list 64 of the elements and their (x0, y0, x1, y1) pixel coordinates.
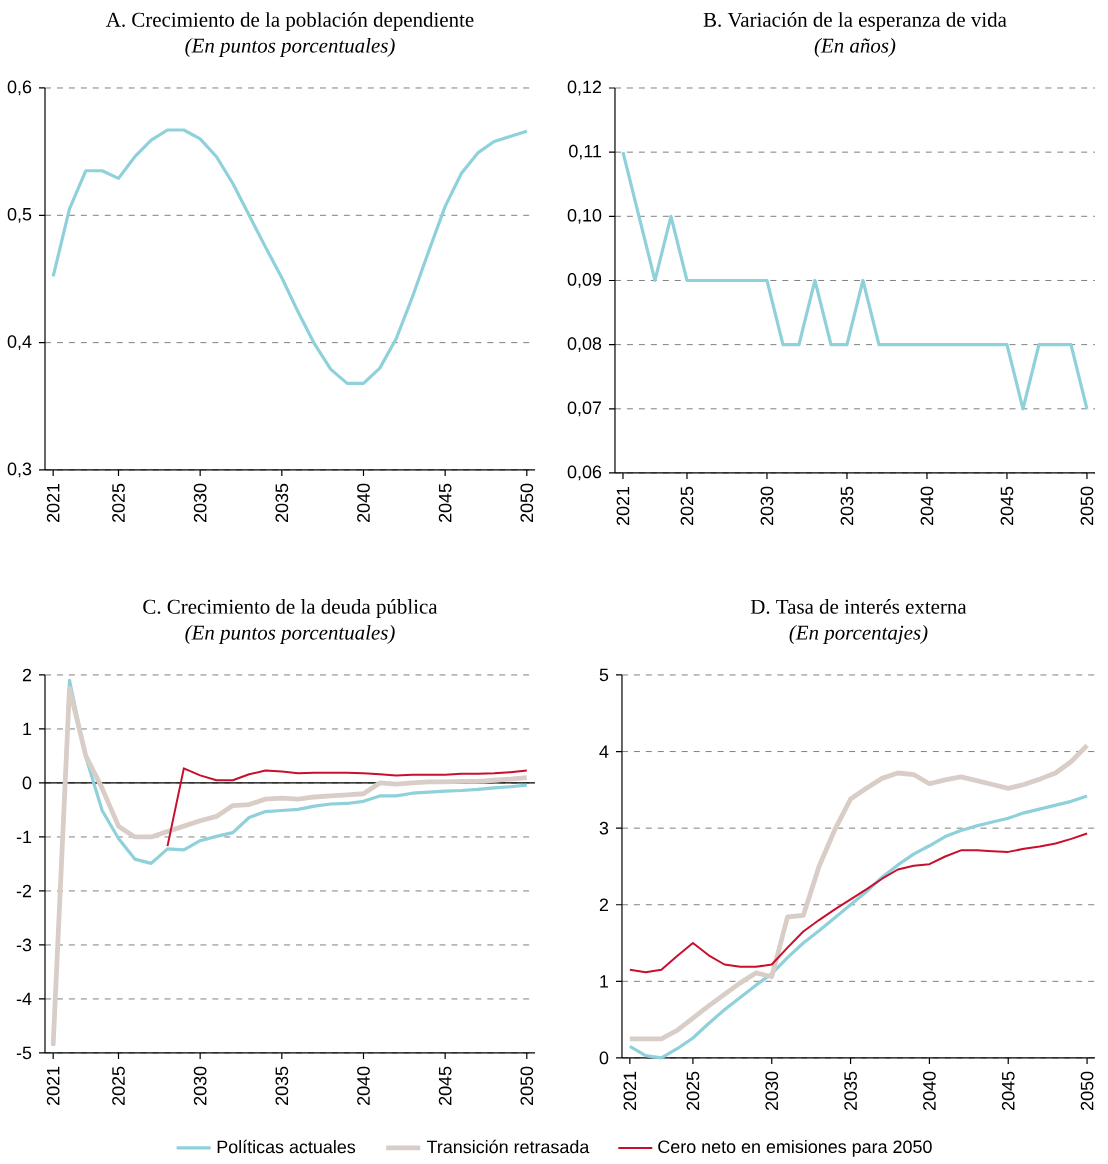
chart-subtitle: (En puntos porcentuales) (185, 625, 395, 644)
x-tick-label: 2050 (520, 483, 534, 522)
chart-subtitle: (En porcentajes) (789, 625, 928, 644)
x-tick-label: 2030 (765, 1071, 779, 1110)
y-tick-label: 2 (599, 898, 609, 911)
x-tick-label: 2040 (357, 1066, 370, 1105)
legend-label: Transición retrasada (427, 1139, 590, 1154)
x-tick-label: 2050 (1080, 1071, 1094, 1110)
y-tick-label: 5 (599, 668, 609, 682)
chart-subtitle: (En años) (814, 38, 896, 57)
x-tick-label: 2030 (193, 483, 207, 522)
y-tick-label: 0,4 (7, 335, 32, 351)
x-tick-label: 2045 (1000, 486, 1014, 525)
y-tick-label: 3 (599, 821, 609, 835)
x-tick-label: 2021 (616, 486, 630, 525)
y-tick-label: 1 (600, 975, 609, 988)
y-tick-label: 0,09 (567, 273, 602, 288)
y-tick-label: 0,3 (7, 462, 32, 478)
y-tick-label: 0,11 (569, 144, 602, 160)
x-tick-label: 2025 (686, 1071, 700, 1110)
x-tick-label: 2045 (438, 483, 452, 522)
y-tick-label: 0,6 (7, 80, 32, 96)
legend-label: Cero neto en emisiones para 2050 (658, 1139, 932, 1157)
chart-title: C. Crecimiento de la deuda pública (143, 599, 438, 619)
x-tick-label: 2021 (46, 1066, 60, 1105)
y-tick-label: -5 (16, 1046, 32, 1060)
x-tick-label: 2030 (193, 1066, 207, 1105)
x-tick-label: 2021 (46, 483, 60, 522)
chart-title: B. Variación de la esperanza de vida (703, 12, 1007, 32)
x-tick-label: 2045 (1001, 1071, 1015, 1110)
x-tick-label: 2035 (844, 1071, 857, 1110)
y-tick-label: 2 (22, 668, 32, 682)
x-tick-label: 2040 (920, 486, 934, 525)
y-tick-label: 4 (599, 745, 609, 758)
y-tick-label: -1 (16, 830, 32, 844)
y-tick-label: -2 (16, 884, 32, 898)
y-tick-label: 1 (23, 722, 32, 736)
y-tick-label: 0,08 (567, 337, 602, 353)
x-tick-label: 2035 (840, 486, 854, 525)
x-tick-label: 2021 (623, 1071, 637, 1110)
x-tick-label: 2045 (438, 1066, 452, 1105)
x-tick-label: 2030 (760, 486, 774, 525)
y-tick-label: 0,12 (567, 80, 602, 96)
x-tick-label: 2050 (520, 1066, 534, 1105)
y-tick-label: 0,07 (567, 401, 602, 417)
x-tick-label: 2025 (680, 486, 694, 525)
x-tick-label: 2040 (923, 1071, 936, 1110)
x-tick-label: 2035 (275, 1066, 289, 1105)
x-tick-label: 2025 (112, 1066, 125, 1105)
y-tick-label: 0,06 (567, 465, 602, 481)
y-tick-label: 0 (599, 1051, 609, 1065)
x-tick-label: 2050 (1080, 486, 1094, 525)
legend-label: Políticas actuales (217, 1139, 356, 1154)
x-tick-label: 2040 (357, 483, 370, 522)
y-tick-label: 0,5 (7, 207, 32, 223)
y-tick-label: -4 (16, 992, 32, 1006)
x-tick-label: 2025 (112, 483, 125, 522)
chart-title: A. Crecimiento de la población dependiente (106, 12, 474, 32)
chart-subtitle: (En puntos porcentuales) (185, 38, 395, 57)
chart-title: D. Tasa de interés externa (750, 599, 967, 614)
y-tick-label: 0,10 (567, 208, 602, 224)
x-tick-label: 2035 (275, 483, 289, 522)
y-tick-label: 0 (22, 776, 32, 790)
y-tick-label: -3 (16, 938, 32, 952)
